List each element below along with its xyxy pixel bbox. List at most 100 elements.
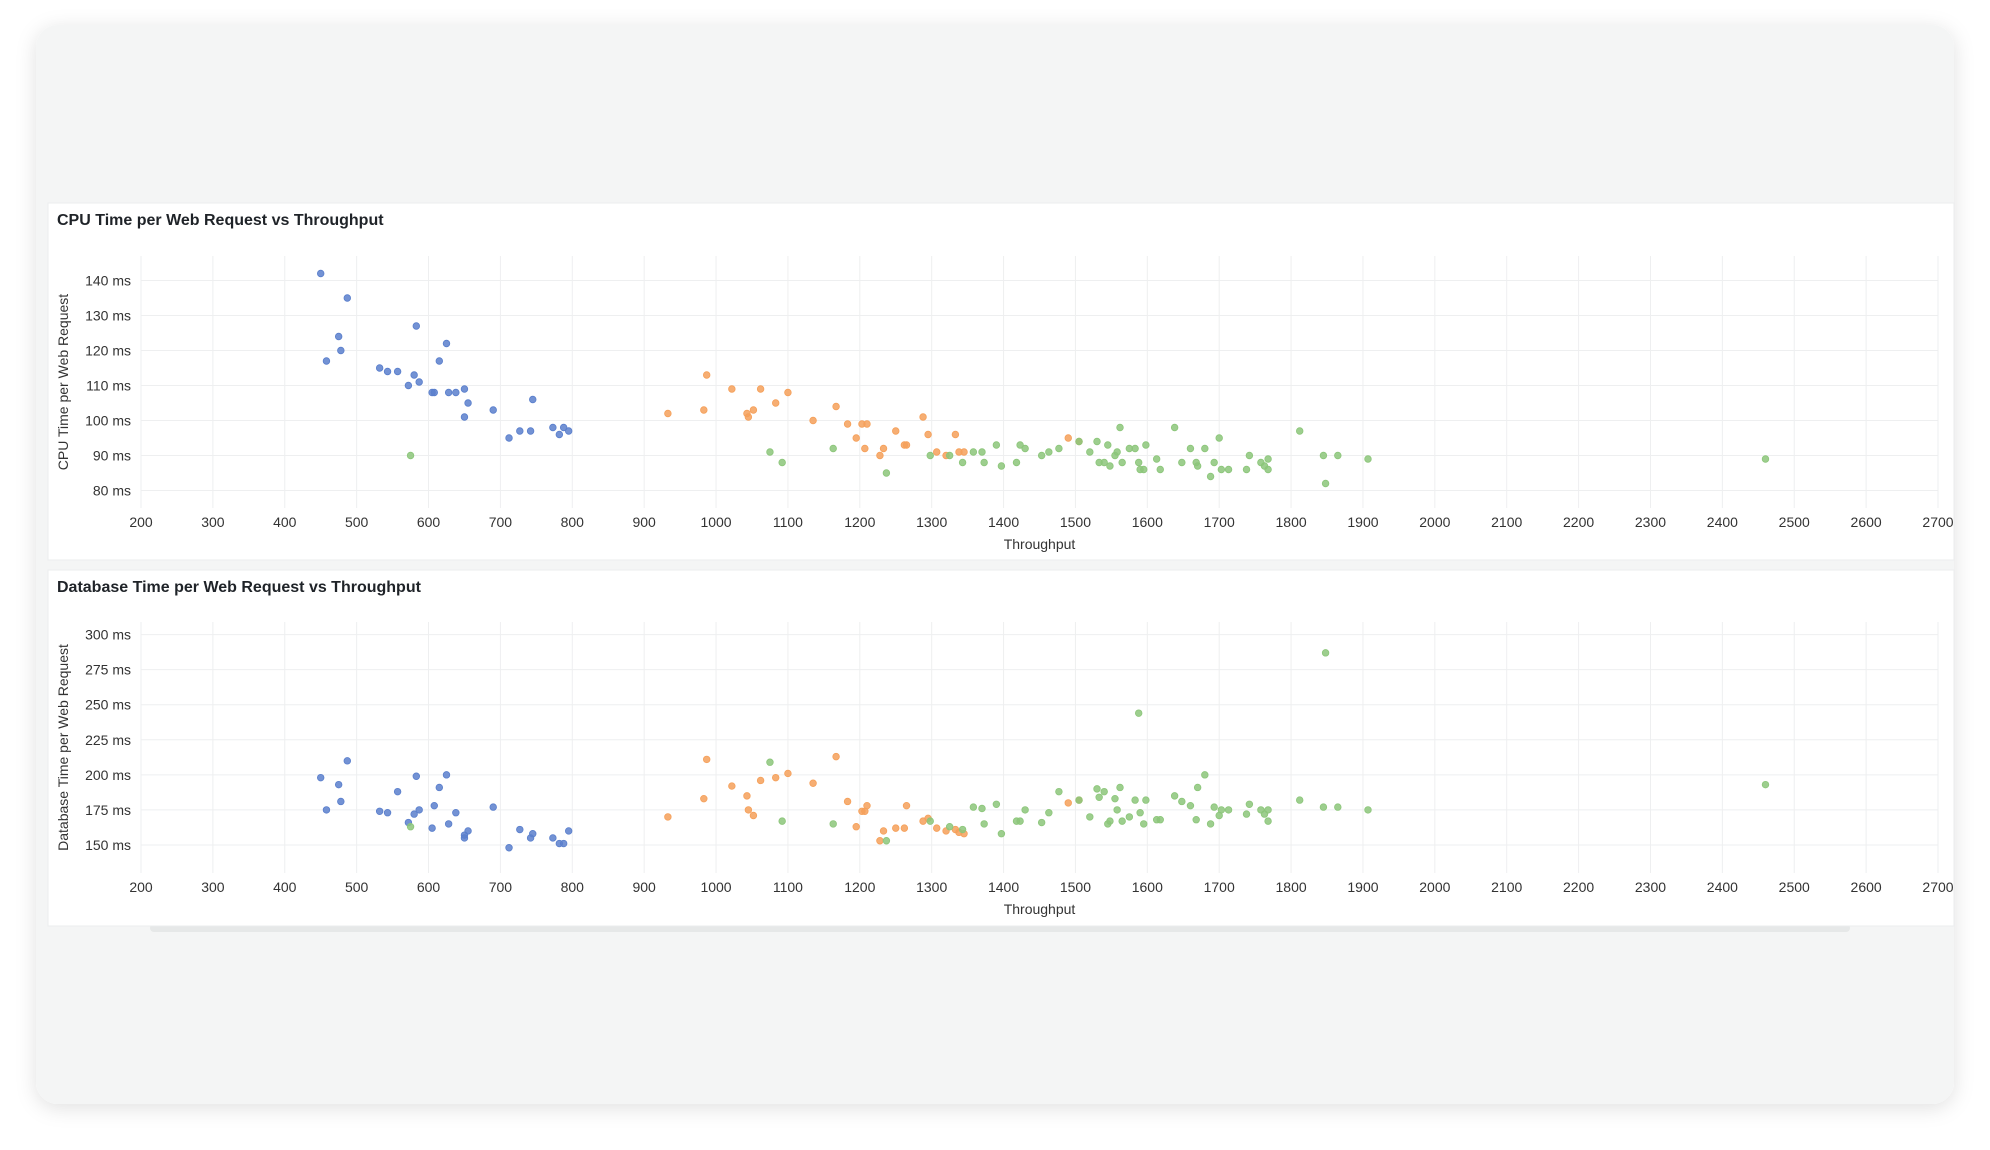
point	[829, 444, 837, 453]
point	[460, 834, 469, 842]
point	[452, 388, 460, 397]
point	[756, 385, 765, 393]
x-tick-label: 500	[345, 514, 369, 530]
point	[829, 820, 837, 828]
x-tick-label: 1300	[916, 879, 947, 895]
point	[1106, 462, 1114, 470]
point	[406, 823, 415, 831]
point	[1037, 451, 1046, 460]
point	[1156, 816, 1164, 824]
point	[960, 448, 968, 456]
point	[410, 371, 418, 379]
point	[1045, 448, 1053, 456]
point	[879, 444, 888, 453]
point	[1021, 444, 1029, 453]
chart: CPU Time per Web Request vs Throughput 80…	[55, 212, 1954, 552]
point	[1134, 709, 1143, 717]
point	[1217, 465, 1226, 474]
point	[1106, 817, 1114, 825]
point	[1131, 444, 1139, 453]
point	[832, 402, 840, 411]
point	[559, 839, 568, 848]
point	[700, 406, 708, 414]
x-tick-label: 600	[417, 514, 441, 530]
point	[1134, 458, 1143, 467]
point	[1186, 444, 1195, 453]
point	[1064, 799, 1072, 807]
x-tick-label: 1000	[700, 514, 731, 530]
point	[992, 441, 1001, 449]
point	[1264, 817, 1272, 825]
x-tick-label: 300	[201, 879, 225, 895]
point	[452, 809, 460, 817]
y-tick-label: 140 ms	[85, 273, 131, 289]
point	[1142, 796, 1150, 804]
x-tick-label: 200	[129, 879, 153, 895]
point	[933, 824, 941, 832]
y-axis-label: CPU Time per Web Request	[55, 294, 71, 470]
x-tick-label: 1100	[773, 514, 803, 530]
point	[1201, 771, 1209, 779]
point	[1178, 458, 1186, 467]
point	[555, 430, 564, 439]
x-tick-label: 2200	[1563, 879, 1594, 895]
point	[337, 797, 345, 806]
point	[756, 776, 765, 785]
x-tick-label: 1700	[1204, 514, 1235, 530]
x-tick-label: 600	[417, 879, 441, 895]
point	[744, 806, 753, 814]
chart: Database Time per Web Request vs Through…	[55, 579, 1954, 917]
point	[1113, 806, 1121, 814]
point	[919, 413, 927, 421]
x-tick-label: 2500	[1779, 879, 1810, 895]
y-axis-label: Database Time per Web Request	[55, 644, 71, 851]
x-tick-label: 1200	[844, 879, 875, 895]
point	[529, 830, 537, 838]
point	[322, 357, 331, 365]
point	[728, 782, 736, 790]
point	[435, 783, 444, 792]
point	[430, 801, 438, 810]
point	[393, 787, 402, 796]
x-tick-label: 2400	[1707, 514, 1738, 530]
point	[1334, 451, 1342, 460]
point	[749, 406, 758, 414]
chart-title: Database Time per Web Request vs Through…	[57, 579, 422, 596]
point	[1210, 803, 1218, 811]
point	[1296, 427, 1304, 435]
point	[1215, 434, 1223, 442]
point	[902, 441, 911, 449]
point	[1116, 423, 1124, 432]
x-tick-label: 1600	[1132, 514, 1163, 530]
point	[1118, 458, 1126, 467]
x-tick-label: 700	[489, 879, 513, 895]
point	[1118, 817, 1126, 825]
point	[1075, 796, 1083, 804]
point	[1086, 448, 1094, 456]
point	[843, 420, 852, 428]
x-tick-label: 2100	[1491, 879, 1522, 895]
point	[1111, 794, 1119, 803]
point	[343, 294, 351, 302]
point	[564, 427, 573, 435]
point	[945, 823, 954, 831]
point	[1093, 785, 1101, 793]
point	[969, 448, 978, 456]
point	[879, 827, 888, 835]
point	[772, 773, 780, 782]
point	[700, 794, 708, 803]
point	[1761, 455, 1770, 463]
point	[1242, 810, 1251, 818]
point	[1116, 783, 1124, 792]
point	[1192, 816, 1200, 824]
point	[1319, 803, 1328, 811]
point	[1016, 817, 1024, 825]
y-tick-label: 120 ms	[85, 343, 131, 359]
point	[852, 434, 860, 442]
point	[1761, 780, 1770, 789]
point	[702, 371, 711, 379]
point	[892, 824, 900, 832]
x-tick-label: 2300	[1635, 879, 1666, 895]
point	[1206, 472, 1215, 481]
